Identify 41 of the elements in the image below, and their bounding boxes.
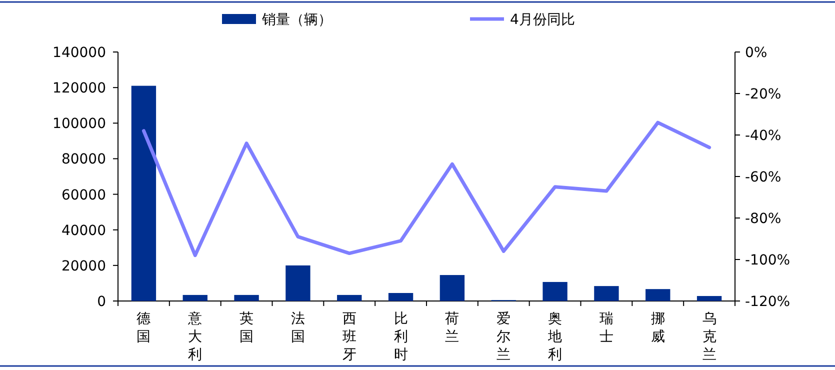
bar bbox=[440, 275, 465, 301]
x-tick-label: 法国 bbox=[290, 311, 305, 345]
legend-label: 销量（辆） bbox=[261, 12, 332, 28]
x-tick-label: 挪威 bbox=[650, 311, 665, 345]
bar bbox=[286, 265, 310, 301]
y2-tick-label: -40% bbox=[745, 128, 782, 144]
y-tick-label: 40000 bbox=[61, 222, 106, 239]
y-tick-label: 80000 bbox=[61, 152, 106, 168]
x-tick-label: 爱尔兰 bbox=[496, 311, 511, 363]
bar bbox=[131, 86, 156, 301]
y2-tick-label: -120% bbox=[745, 294, 790, 310]
bar bbox=[388, 292, 414, 301]
y-tick-label: 60000 bbox=[61, 187, 106, 204]
y-tick-label: 140000 bbox=[52, 45, 106, 61]
y-tick-label: 100000 bbox=[52, 116, 106, 132]
x-tick-label: 荷兰 bbox=[445, 311, 460, 345]
x-tick-label: 比利时 bbox=[394, 311, 408, 363]
legend-label: 4月份同比 bbox=[510, 12, 575, 28]
bar bbox=[646, 289, 670, 301]
x-tick-label: 乌克兰 bbox=[702, 311, 716, 363]
x-tick-label: 奥地利 bbox=[547, 311, 562, 363]
x-tick-label: 西班牙 bbox=[342, 311, 356, 363]
bar bbox=[337, 294, 362, 301]
y2-tick-label: -60% bbox=[745, 170, 782, 186]
bar bbox=[594, 286, 619, 301]
y2-tick-label: -80% bbox=[745, 211, 782, 227]
line-series bbox=[142, 120, 712, 258]
y2-tick-label: -20% bbox=[745, 86, 782, 102]
x-tick-label: 瑞士 bbox=[599, 311, 614, 345]
x-tick-label: 德国 bbox=[136, 311, 151, 345]
y2-tick-label: 0% bbox=[745, 45, 768, 61]
bar bbox=[182, 294, 208, 301]
bar bbox=[696, 296, 722, 301]
x-tick-label: 英国 bbox=[240, 311, 254, 345]
y2-tick-label: -100% bbox=[745, 252, 790, 268]
y-tick-label: 0 bbox=[97, 294, 106, 310]
bar bbox=[234, 294, 259, 301]
y-tick-label: 120000 bbox=[52, 80, 106, 97]
x-tick-label: 意大利 bbox=[187, 311, 202, 363]
bar bbox=[542, 282, 568, 301]
y-tick-label: 20000 bbox=[61, 258, 106, 274]
